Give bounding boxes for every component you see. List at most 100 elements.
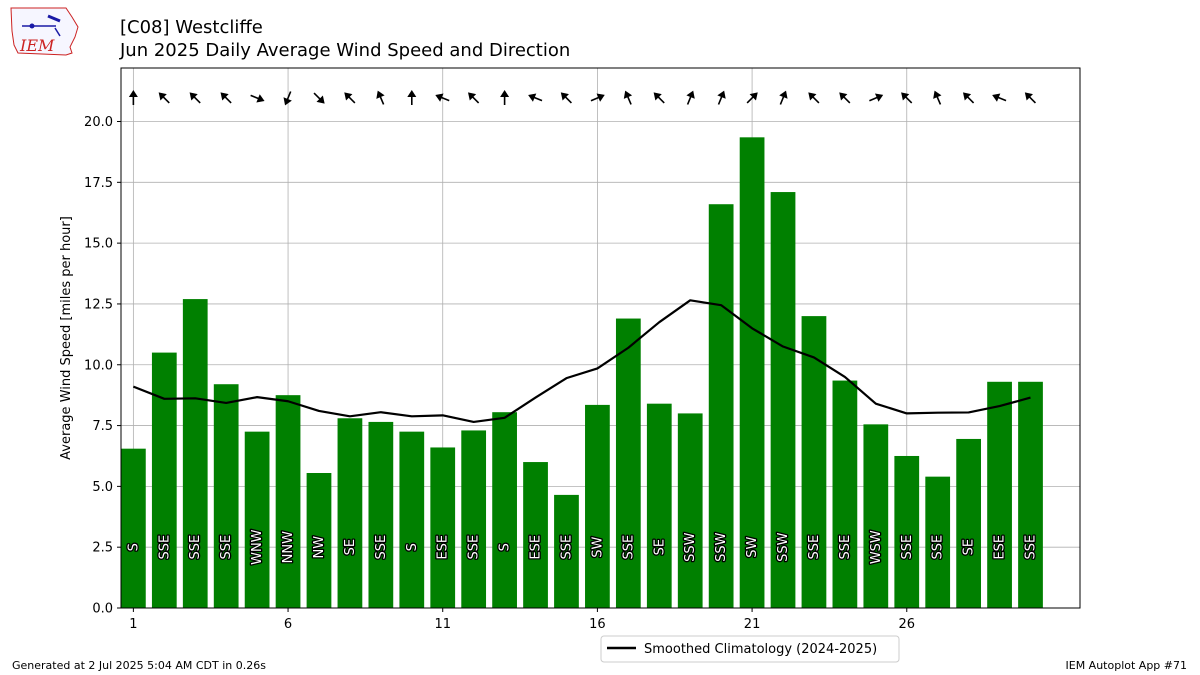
wind-speed-bar [677, 413, 703, 608]
logo-text: IEM [19, 36, 55, 55]
wind-speed-bar [244, 431, 270, 608]
direction-arrow-icon [717, 90, 726, 105]
wind-speed-bar [523, 462, 548, 608]
direction-arrow-icon [962, 92, 975, 104]
y-tick-label: 5.0 [92, 480, 113, 495]
direction-arrow-icon [500, 90, 510, 105]
direction-label: SSE [900, 535, 915, 560]
direction-label: SSE [374, 535, 389, 560]
legend-label: Smoothed Climatology (2024-2025) [644, 642, 877, 657]
direction-label: WSW [869, 530, 884, 564]
y-tick-label: 15.0 [84, 237, 113, 252]
direction-arrow-icon [869, 93, 884, 102]
wind-speed-bar [554, 494, 579, 608]
plot-area-frame [120, 67, 1081, 609]
wind-speed-bar [925, 476, 951, 608]
direction-arrow-icon [590, 93, 605, 102]
direction-label: S [498, 543, 513, 551]
direction-label: SSE [157, 535, 172, 560]
y-tick-label: 0.0 [92, 602, 113, 617]
wind-speed-bar [646, 403, 672, 608]
direction-arrow-icon [779, 90, 788, 105]
y-tick-label: 10.0 [84, 358, 113, 373]
direction-label: SSW [683, 532, 698, 562]
direction-label: NW [312, 536, 327, 559]
wind-speed-bar [987, 381, 1012, 608]
direction-arrow-icon [283, 91, 292, 106]
direction-label: SSE [838, 535, 853, 560]
direction-arrow-icon [528, 93, 543, 102]
direction-label: SE [652, 539, 667, 555]
direction-label: S [405, 543, 420, 551]
wind-speed-bar [461, 430, 487, 608]
y-tick-label: 12.5 [84, 297, 113, 312]
direction-arrow-icon [435, 93, 450, 102]
direction-arrow-icon [560, 92, 572, 104]
chart-subtitle: Jun 2025 Daily Average Wind Speed and Di… [120, 40, 571, 61]
wind-speed-bar [585, 404, 610, 608]
direction-label: SSE [219, 535, 234, 560]
direction-arrow-icon [746, 92, 758, 104]
direction-arrow-icon [992, 93, 1007, 102]
direction-label: SW [590, 536, 605, 557]
direction-label: ESE [436, 535, 451, 560]
y-tick-label: 7.5 [92, 419, 113, 434]
wind-speed-bar [213, 384, 239, 608]
wind-speed-bar [801, 316, 827, 608]
direction-label: SSE [1024, 535, 1039, 560]
direction-arrow-icon [901, 92, 913, 104]
direction-arrow-icon [407, 90, 417, 105]
direction-arrow-icon [653, 92, 665, 104]
wind-speed-bar [956, 438, 982, 608]
x-tick-label: 6 [284, 617, 292, 632]
direction-arrows [128, 90, 1037, 106]
direction-arrow-icon [839, 92, 851, 104]
wind-speed-bar [182, 299, 208, 608]
climatology-line [132, 299, 1031, 424]
direction-arrow-icon [376, 90, 385, 105]
y-tick-label: 17.5 [84, 176, 113, 191]
x-tick-label: 1 [129, 617, 137, 632]
generated-timestamp: Generated at 2 Jul 2025 5:04 AM CDT in 0… [12, 659, 266, 672]
direction-arrow-icon [189, 92, 201, 104]
legend-box [600, 635, 900, 663]
chart-title: [C08] Westcliffe [120, 17, 263, 38]
wind-speed-bar [121, 448, 146, 608]
direction-label: NNW [281, 531, 296, 563]
direction-arrow-icon [220, 92, 232, 104]
direction-arrow-icon [158, 92, 170, 104]
direction-label: SSW [776, 532, 791, 562]
x-tick-label: 26 [898, 617, 915, 632]
x-tick-label: 16 [589, 617, 606, 632]
y-tick-label: 20.0 [84, 115, 113, 130]
direction-arrow-icon [808, 92, 820, 104]
wind-speed-bar [399, 431, 425, 608]
wind-speed-bar [894, 455, 920, 608]
wind-speed-bar [708, 204, 734, 608]
y-axis-label: Average Wind Speed [miles per hour] [59, 216, 74, 460]
direction-arrow-icon [250, 94, 265, 103]
app-label: IEM Autoplot App #71 [1065, 659, 1188, 672]
direction-label: SE [343, 539, 358, 555]
direction-label: S [126, 543, 141, 551]
direction-label: WNW [250, 529, 265, 565]
wind-speed-bar [1018, 381, 1043, 608]
wind-speed-bar [275, 395, 301, 608]
direction-label: SSE [188, 535, 203, 560]
direction-arrow-icon [128, 90, 138, 105]
direction-arrow-icon [686, 90, 695, 105]
x-axis: 1 6 11 16 21 26 [129, 608, 915, 632]
direction-arrow-icon [468, 92, 480, 104]
direction-arrow-icon [344, 92, 356, 104]
y-axis: 0.0 2.5 5.0 7.5 10.0 12.5 15.0 17.5 20.0 [84, 115, 121, 617]
wind-speed-bar [832, 380, 858, 608]
direction-label: SSE [621, 535, 636, 560]
legend: Smoothed Climatology (2024-2025) [600, 635, 900, 663]
direction-label: SSE [931, 535, 946, 560]
climatology-line-layer [132, 299, 1031, 424]
direction-label: ESE [993, 535, 1008, 560]
wind-speed-bar [615, 318, 641, 608]
direction-label: ESE [529, 535, 544, 560]
wind-speed-bar [492, 412, 517, 608]
